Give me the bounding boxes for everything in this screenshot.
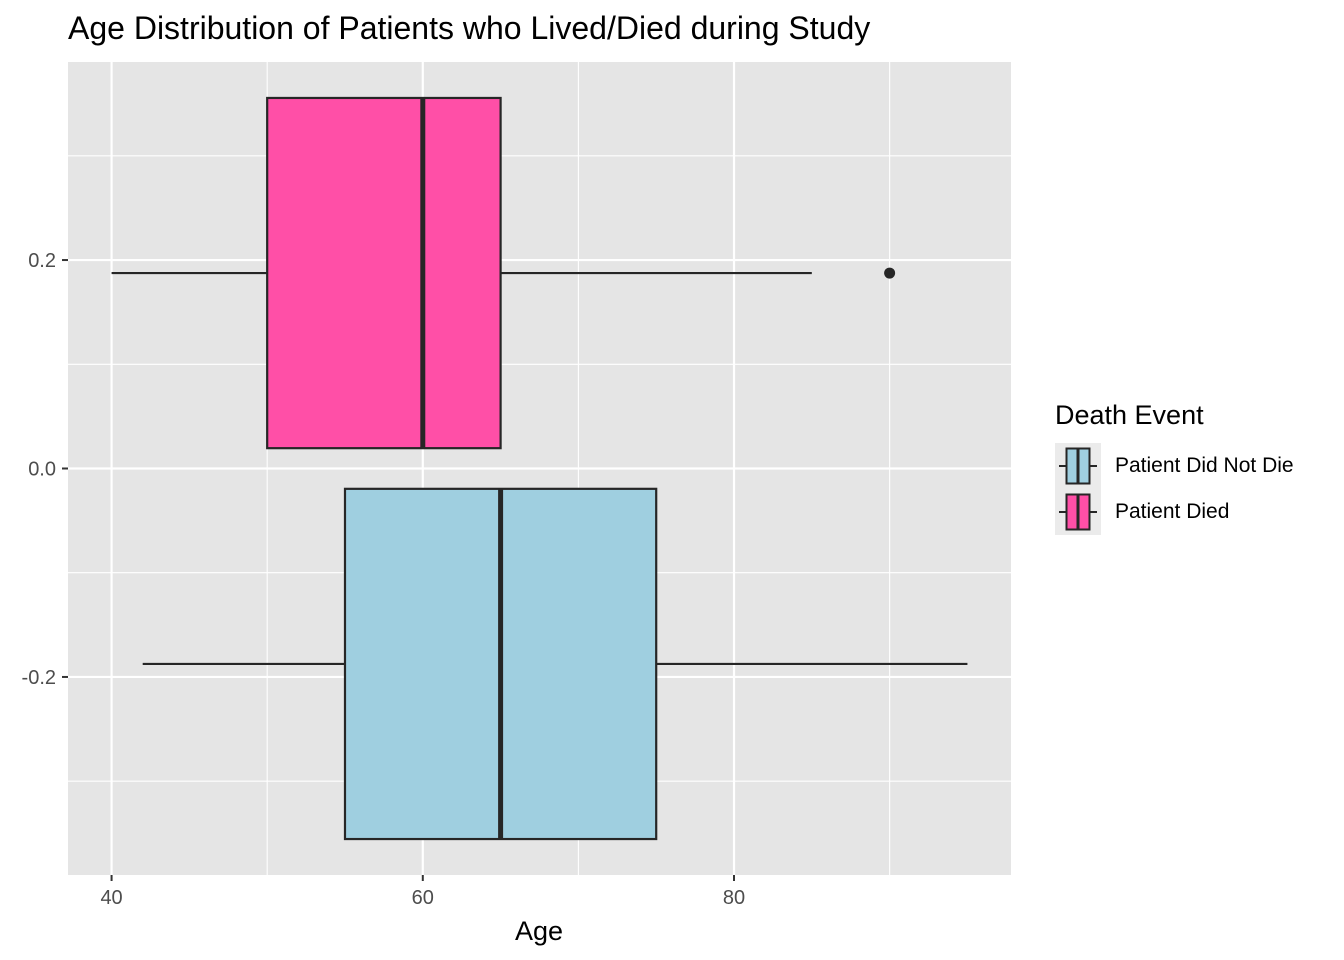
axes: 40 60 80 -0.2 0.0 0.2 xyxy=(22,250,746,909)
x-tick-label: 40 xyxy=(100,887,122,909)
x-tick-label: 80 xyxy=(723,887,745,909)
legend-label: Patient Died xyxy=(1115,500,1230,523)
legend-key xyxy=(1055,443,1101,489)
boxplot-series xyxy=(111,96,968,841)
chart-title: Age Distribution of Patients who Lived/D… xyxy=(68,10,871,46)
legend-label: Patient Did Not Die xyxy=(1115,454,1294,477)
iqr-box xyxy=(266,96,502,450)
legend-key xyxy=(1055,489,1101,535)
x-tick-label: 60 xyxy=(412,887,434,909)
box-group xyxy=(142,487,968,841)
legend-title: Death Event xyxy=(1055,400,1204,430)
legend-item: Patient Died xyxy=(1055,489,1315,535)
box-group xyxy=(111,96,896,450)
x-axis-title: Age xyxy=(515,916,563,946)
legend-items: Patient Did Not Die Patient Died xyxy=(1055,443,1315,535)
legend-item: Patient Did Not Die xyxy=(1055,443,1315,489)
y-tick-label: 0.2 xyxy=(28,250,56,272)
y-tick-label: 0.0 xyxy=(28,459,56,481)
legend: Death Event Patient Did Not Die Patient D… xyxy=(1055,400,1315,535)
outlier-point xyxy=(884,267,896,279)
y-tick-label: -0.2 xyxy=(22,667,56,689)
